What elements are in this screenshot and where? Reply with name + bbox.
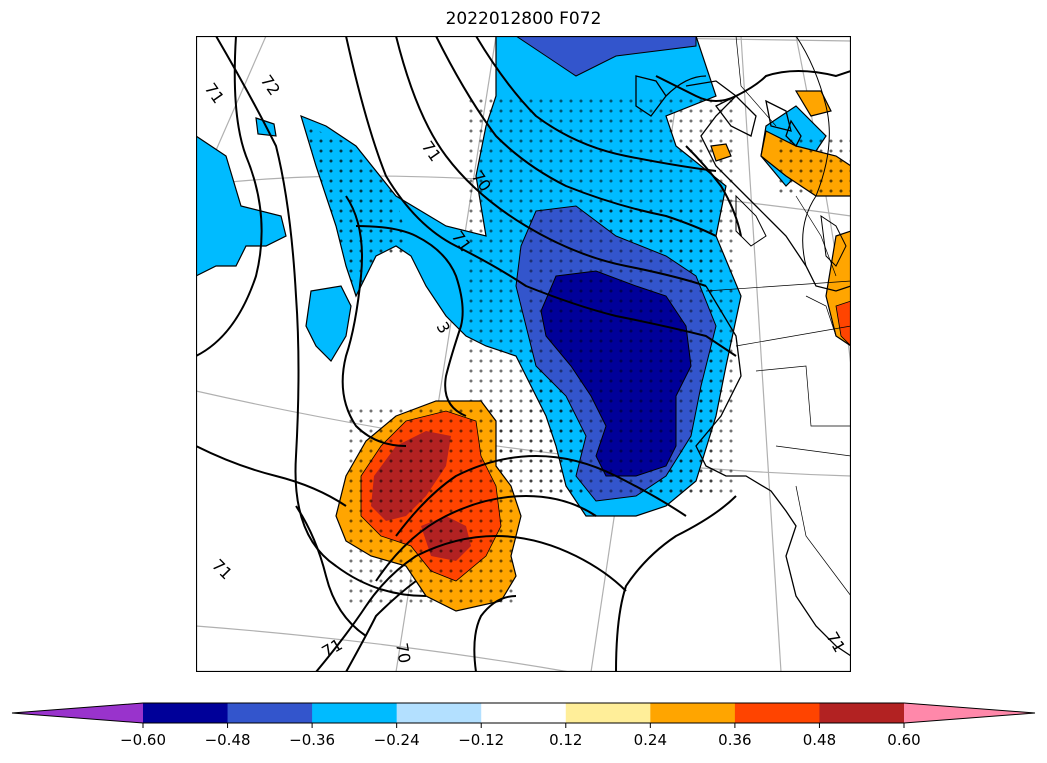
colorbar-tick-label: 0.12 <box>549 731 582 749</box>
colorbar-body <box>11 702 1036 724</box>
colorbar-tick-label: 0.24 <box>634 731 667 749</box>
colorbar-tick-label: −0.12 <box>458 731 504 749</box>
colorbar-extend-low <box>12 703 143 723</box>
colorbar: −0.60 −0.48 −0.36 −0.24 −0.12 0.12 0.24 0.36 0.4… <box>11 702 1036 749</box>
coast-detail <box>735 36 847 267</box>
colorbar-segment <box>143 703 229 723</box>
colorbar-segment <box>650 703 736 723</box>
political-boundaries <box>705 36 851 597</box>
stipple-northwest <box>306 126 411 296</box>
colorbar-tick-label: 0.48 <box>803 731 836 749</box>
map-frame <box>196 36 851 672</box>
map-title: 2022012800 F072 <box>445 9 602 29</box>
stipple-blue-core <box>526 206 716 496</box>
colorbar-extend-high <box>904 703 1035 723</box>
coastlines <box>635 75 851 657</box>
stipple-warm <box>346 406 516 606</box>
colorbar-tick-label: −0.48 <box>205 731 251 749</box>
contour-label: 70 <box>392 641 414 664</box>
colorbar-segment <box>734 703 820 723</box>
contour-lines <box>196 36 851 672</box>
colorbar-tick-label: −0.60 <box>120 731 166 749</box>
colorbar-ticks: −0.60 −0.48 −0.36 −0.24 −0.12 0.12 0.24 0.36 0.4… <box>120 723 921 749</box>
colorbar-segment <box>819 703 905 723</box>
stipple-northeast <box>776 136 851 196</box>
colorbar-tick-label: −0.36 <box>289 731 335 749</box>
colorbar-segment <box>312 703 398 723</box>
colorbar-tick-label: 0.60 <box>887 731 920 749</box>
colorbar-tick-label: −0.24 <box>374 731 420 749</box>
colorbar-segment <box>227 703 313 723</box>
forecast-map: 71 72 71 70 71 71 70 71 3 71 <box>196 36 851 672</box>
colorbar-segment <box>481 703 567 723</box>
colorbar-segment <box>396 703 482 723</box>
colorbar-tick-label: 0.36 <box>718 731 751 749</box>
colorbar-segment <box>565 703 651 723</box>
